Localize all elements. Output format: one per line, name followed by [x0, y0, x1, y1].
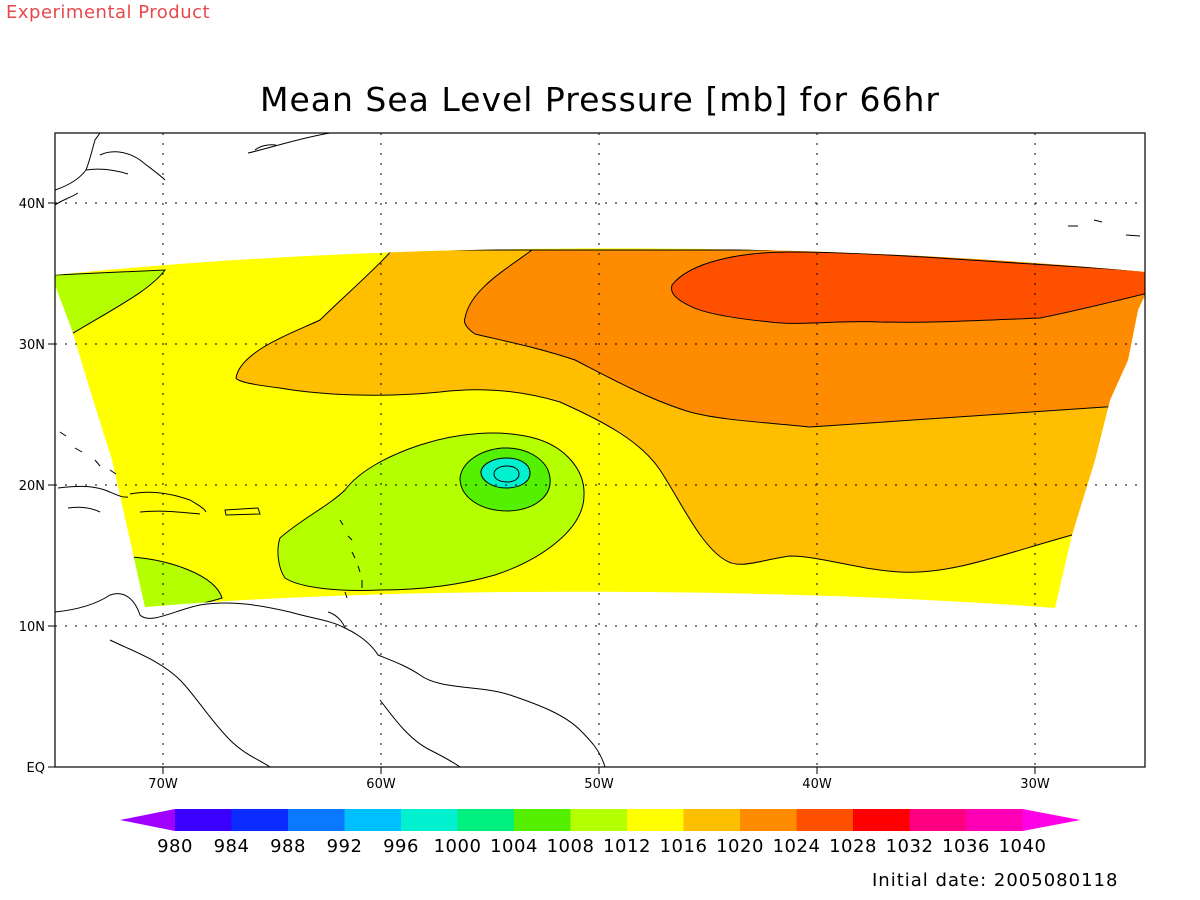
lon-label-50w: 50W [584, 777, 614, 792]
colorbar-swatch [401, 809, 458, 831]
colorbar-label: 1028 [829, 836, 877, 857]
lon-label-40w: 40W [802, 777, 832, 792]
colorbar-label: 1024 [773, 836, 821, 857]
lon-label-70w: 70W [148, 777, 178, 792]
colorbar-swatch [457, 809, 514, 831]
colorbar-arrow-low [120, 809, 175, 831]
colorbar-label: 1012 [603, 836, 651, 857]
coast-hispaniola [129, 491, 207, 515]
lat-label-eq: EQ [27, 761, 45, 776]
colorbar-label: 1016 [660, 836, 708, 857]
colorbar-swatch [796, 809, 853, 831]
tick-marks [48, 202, 1036, 774]
lat-label-10n: 10N [19, 620, 45, 635]
experimental-product-watermark: Experimental Product [6, 2, 211, 23]
lat-label-40n: 40N [19, 197, 45, 212]
colorbar: 980 984 988 992 996 1000 1004 1008 1012 1016 1020 1… [120, 809, 1081, 857]
lon-label-60w: 60W [366, 777, 396, 792]
colorbar-label: 1008 [547, 836, 595, 857]
pressure-fill-layer [55, 248, 1145, 608]
coast-lesser-antilles [339, 519, 363, 599]
colorbar-swatch [853, 809, 910, 831]
map-frame [54, 132, 1146, 768]
initial-date-label: Initial date: 2005080118 [872, 870, 1119, 891]
colorbar-swatch [288, 809, 345, 831]
colorbar-swatch [514, 809, 571, 831]
graticule [55, 133, 1145, 767]
coast-bahamas [59, 431, 117, 475]
colorbar-label: 992 [327, 836, 363, 857]
chart-title: Mean Sea Level Pressure [mb] for 66hr [259, 80, 941, 119]
colorbar-label: 1000 [434, 836, 482, 857]
colorbar-label: 1040 [999, 836, 1047, 857]
region-1008-1012-southwest [131, 556, 223, 608]
colorbar-label: 1032 [886, 836, 934, 857]
coast-azores [1068, 219, 1141, 237]
colorbar-swatch [231, 809, 288, 831]
colorbar-swatch [966, 809, 1023, 831]
coast-cuba [57, 485, 129, 513]
colorbar-swatch [627, 809, 684, 831]
colorbar-swatch [570, 809, 627, 831]
colorbar-label: 996 [383, 836, 419, 857]
lat-label-30n: 30N [19, 338, 45, 353]
colorbar-label: 1004 [490, 836, 538, 857]
colorbar-label: 984 [214, 836, 250, 857]
coast-nova-scotia [247, 133, 331, 154]
colorbar-swatch [683, 809, 740, 831]
colorbar-arrow-high [1022, 809, 1081, 831]
colorbar-label: 980 [157, 836, 193, 857]
coastlines [55, 133, 1141, 767]
coast-puerto-rico [224, 507, 261, 516]
colorbar-label: 988 [270, 836, 306, 857]
colorbar-label: 1036 [942, 836, 990, 857]
lat-label-20n: 20N [19, 479, 45, 494]
coast-south-america [55, 593, 606, 767]
lon-label-30w: 30W [1020, 777, 1050, 792]
colorbar-swatch [740, 809, 797, 831]
colorbar-swatch [909, 809, 966, 831]
colorbar-label: 1020 [716, 836, 764, 857]
region-1024-1028 [671, 251, 1145, 324]
colorbar-swatch [344, 809, 401, 831]
coast-trinidad [327, 611, 346, 629]
colorbar-swatch [175, 809, 232, 831]
coast-north-america [55, 133, 166, 206]
region-1000-core [493, 465, 520, 483]
